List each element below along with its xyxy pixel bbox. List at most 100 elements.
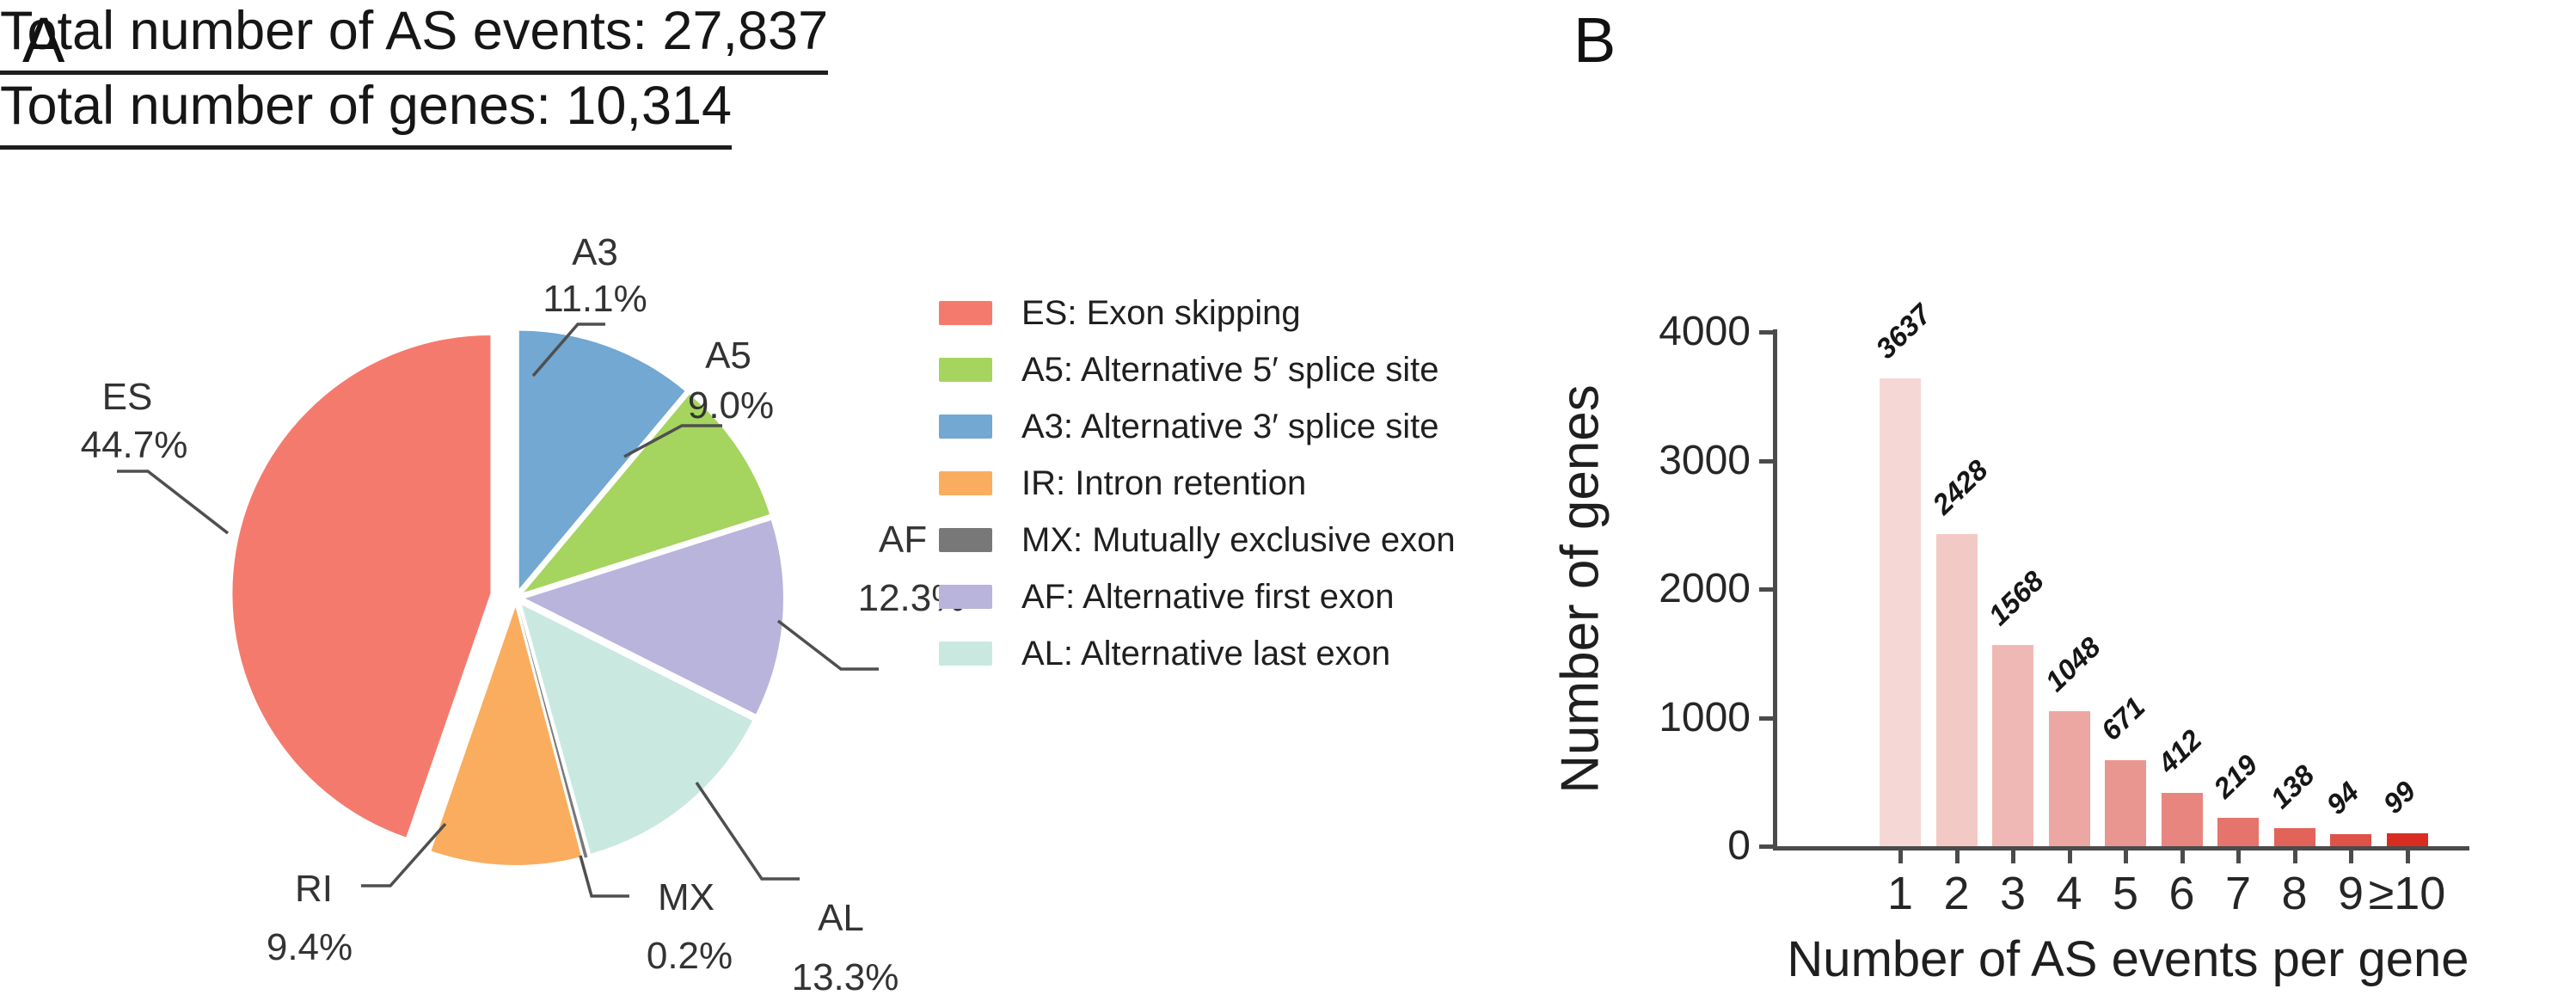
- pie-slice-a5: [524, 394, 770, 593]
- pie-label-a3-name: A3: [572, 231, 618, 273]
- y-tick-label: 1000: [1659, 694, 1751, 740]
- pie-legend: ES: Exon skipping A5: Alternative 5′ spli…: [939, 293, 1456, 693]
- pie-label-a5-pct: 9.0%: [688, 384, 774, 427]
- bar-value-label: 219: [2207, 748, 2264, 805]
- y-tick-mark: [1759, 715, 1773, 721]
- bar-5: [2105, 759, 2146, 846]
- legend-item: AL: Alternative last exon: [939, 634, 1456, 672]
- pie-leader-line-a5: [623, 424, 722, 458]
- legend-item: AF: Alternative first exon: [939, 577, 1456, 616]
- pie-slice-mx: [518, 608, 588, 858]
- bar-value-label: 412: [2150, 723, 2208, 780]
- legend-item: A5: Alternative 5′ splice site: [939, 350, 1456, 389]
- legend-label: AF: Alternative first exon: [1021, 577, 1395, 616]
- y-tick-mark: [1759, 330, 1773, 335]
- pie-slice-a3: [518, 330, 685, 589]
- bar-9: [2330, 833, 2371, 846]
- x-tick-mark: [2180, 851, 2185, 863]
- pie-label-mx-pct: 0.2%: [647, 935, 733, 977]
- x-tick-label: 8: [2281, 868, 2308, 919]
- pie-leader-line-a3: [531, 322, 605, 378]
- x-tick-label: 6: [2168, 868, 2195, 919]
- legend-label: ES: Exon skipping: [1021, 293, 1301, 332]
- bar-6: [2161, 793, 2203, 846]
- legend-label: MX: Mutually exclusive exon: [1021, 520, 1456, 559]
- x-tick-mark: [2011, 851, 2015, 863]
- bar-value-label: 671: [2095, 690, 2151, 746]
- legend-item: MX: Mutually exclusive exon: [939, 520, 1456, 559]
- legend-swatch-icon: [939, 528, 992, 552]
- y-tick-mark: [1759, 587, 1773, 592]
- x-tick-label: 4: [2056, 868, 2082, 919]
- x-tick-label: 5: [2112, 868, 2139, 919]
- bar-value-label: 2428: [1925, 453, 1994, 520]
- pie-leader-line-mx: [579, 855, 629, 898]
- legend-swatch-icon: [939, 358, 992, 382]
- pie-leader-line-ri: [361, 822, 447, 887]
- x-axis-line: [1773, 846, 2469, 851]
- x-tick-mark: [2236, 851, 2241, 863]
- x-tick-mark: [2292, 851, 2297, 863]
- bar-value-label: 1048: [2038, 630, 2107, 698]
- bar-value-label: 138: [2263, 758, 2321, 815]
- bar-value-label: 3637: [1869, 298, 1937, 365]
- pie-label-ri-name: RI: [295, 868, 333, 910]
- pie-slice-es: [232, 335, 491, 838]
- bar-1: [1880, 378, 1921, 846]
- y-tick-mark: [1759, 458, 1773, 464]
- pie-label-af-name: AF: [879, 519, 927, 561]
- x-tick-mark: [1954, 851, 1960, 863]
- x-tick-label: 1: [1886, 868, 1914, 919]
- y-tick-label: 4000: [1659, 309, 1751, 354]
- y-tick-label: 0: [1727, 823, 1751, 869]
- pie-slice-ri: [431, 606, 582, 865]
- y-tick-label: 3000: [1659, 437, 1751, 483]
- legend-item: ES: Exon skipping: [939, 293, 1456, 332]
- bar-≥10: [2386, 833, 2428, 846]
- x-tick-label: 7: [2224, 868, 2252, 919]
- bar-2: [1935, 534, 1978, 846]
- legend-item: A3: Alternative 3′ splice site: [939, 408, 1456, 445]
- pie-label-al-pct: 13.3%: [792, 956, 899, 998]
- bar-7: [2217, 818, 2259, 846]
- panel-letter-b: B: [1573, 4, 1616, 76]
- bar-8: [2273, 828, 2315, 846]
- pie-leader-line-es: [117, 470, 230, 535]
- legend-swatch-icon: [939, 301, 992, 325]
- pie-leader-line-al: [695, 782, 800, 881]
- x-tick-mark: [2124, 851, 2128, 863]
- legend-swatch-icon: [939, 471, 992, 495]
- pie-label-es-name: ES: [102, 376, 153, 418]
- x-tick-label: 9: [2337, 868, 2364, 919]
- legend-item: IR: Intron retention: [939, 464, 1456, 502]
- y-tick-label: 2000: [1659, 566, 1751, 611]
- pie-label-a3-pct: 11.1%: [543, 278, 647, 320]
- bar-value-label: 94: [2320, 775, 2365, 820]
- pie-label-es-pct: 44.7%: [81, 424, 188, 466]
- bar-value-label: 1568: [1982, 563, 2050, 631]
- bar-value-label: 99: [2376, 775, 2421, 820]
- y-axis-line: [1773, 329, 1777, 851]
- x-tick-mark: [2405, 851, 2410, 863]
- x-tick-label: ≥10: [2368, 868, 2446, 919]
- pie-slice-af: [524, 519, 783, 715]
- bar-chart-xlabel: Number of AS events per gene: [1787, 931, 2469, 987]
- legend-label: AL: Alternative last exon: [1021, 634, 1391, 672]
- x-tick-label: 3: [1999, 868, 2027, 919]
- x-tick-mark: [1898, 851, 1903, 863]
- x-tick-label: 2: [1943, 868, 1970, 919]
- pie-label-mx-name: MX: [658, 876, 715, 918]
- pie-label-ri-pct: 9.4%: [267, 926, 353, 968]
- panel-letter-a: A: [22, 4, 65, 76]
- panel-a-title-wrap: Total number of AS events: 27,837: [0, 0, 1257, 75]
- pie-chart-title: Total number of AS events: 27,837: [0, 0, 829, 75]
- legend-label: IR: Intron retention: [1021, 464, 1307, 502]
- panel-b-title-wrap: Total number of genes: 10,314: [0, 75, 822, 150]
- pie-label-a5-name: A5: [705, 335, 751, 377]
- legend-swatch-icon: [939, 585, 992, 609]
- bar-chart-title: Total number of genes: 10,314: [0, 75, 733, 150]
- x-tick-mark: [2349, 851, 2353, 863]
- x-tick-mark: [2067, 851, 2072, 863]
- legend-label: A5: Alternative 5′ splice site: [1021, 350, 1439, 389]
